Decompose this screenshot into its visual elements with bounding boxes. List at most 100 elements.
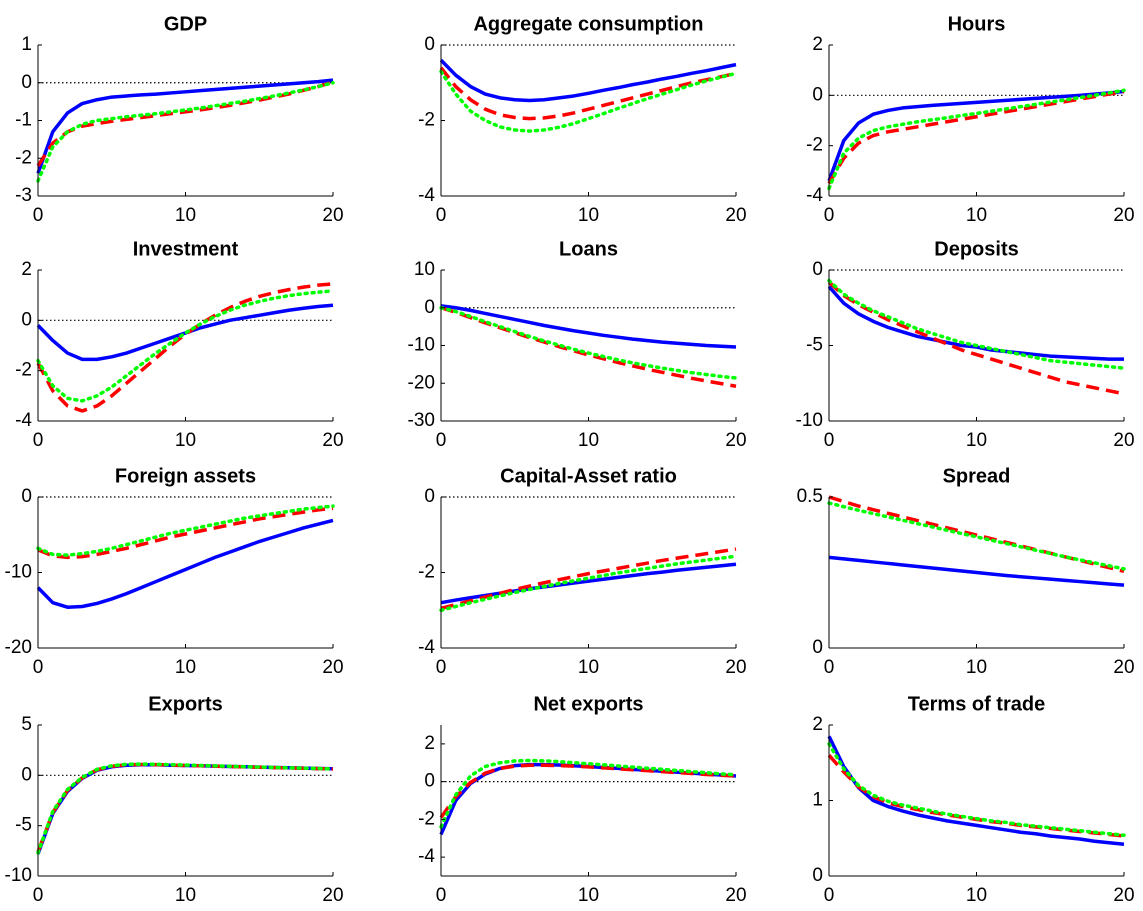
y-tick-label: 0	[21, 486, 32, 507]
x-tick-label: 10	[578, 885, 599, 906]
y-tick-label: -30	[408, 410, 435, 431]
x-tick-label: 0	[436, 885, 447, 906]
x-tick-label: 0	[824, 657, 835, 678]
y-tick-label: -4	[418, 637, 435, 658]
x-tick-label: 10	[578, 657, 599, 678]
series-line	[36, 81, 335, 183]
x-tick-label: 20	[725, 885, 746, 906]
y-tick-label: 0	[812, 637, 823, 658]
series-line	[439, 69, 738, 133]
y-tick-label: -10	[5, 865, 32, 886]
chart-title: Loans	[559, 238, 618, 260]
x-tick-label: 10	[578, 205, 599, 226]
series-line	[827, 89, 1125, 182]
y-tick-label: 2	[812, 714, 823, 735]
x-tick-label: 20	[725, 430, 746, 451]
chart-title: Investment	[133, 238, 239, 260]
series-line	[827, 735, 1125, 847]
x-tick-label: 20	[1113, 205, 1134, 226]
chart-title: Capital-Asset ratio	[500, 465, 677, 487]
y-tick-label: 0	[424, 486, 435, 507]
y-tick-label: -4	[418, 185, 435, 206]
series-line	[36, 78, 334, 174]
series-line	[36, 80, 334, 167]
x-tick-label: 10	[966, 205, 987, 226]
series-line	[439, 306, 738, 380]
series-line	[36, 504, 335, 557]
x-tick-label: 0	[33, 657, 44, 678]
x-tick-label: 20	[1113, 885, 1134, 906]
series-line	[439, 763, 737, 819]
y-tick-label: -2	[15, 147, 32, 168]
y-tick-label: 2	[424, 733, 435, 754]
series-line	[827, 501, 1126, 571]
x-tick-label: 10	[966, 430, 987, 451]
y-tick-label: -2	[806, 135, 823, 156]
y-tick-label: -10	[5, 562, 32, 583]
y-tick-label: 0	[812, 865, 823, 886]
chart-title: Exports	[148, 693, 222, 715]
x-tick-label: 0	[436, 205, 447, 226]
y-tick-label: -4	[806, 185, 823, 206]
series-line	[37, 506, 334, 560]
y-tick-label: 2	[21, 259, 32, 280]
x-tick-label: 20	[1113, 657, 1134, 678]
series-line	[36, 762, 335, 855]
y-tick-label: -20	[408, 372, 435, 393]
x-tick-label: 10	[175, 885, 196, 906]
y-tick-label: -4	[15, 410, 32, 431]
y-tick-label: 0.5	[797, 486, 823, 507]
x-tick-label: 0	[33, 885, 44, 906]
y-tick-label: 0	[424, 297, 435, 318]
y-tick-label: -2	[418, 562, 435, 583]
chart-title: Aggregate consumption	[473, 13, 703, 35]
y-tick-label: 2	[812, 34, 823, 55]
y-tick-label: 10	[414, 259, 435, 280]
x-tick-label: 10	[175, 657, 196, 678]
chart-title: Hours	[948, 13, 1006, 35]
x-tick-label: 0	[436, 657, 447, 678]
y-tick-label: 1	[812, 790, 823, 811]
y-tick-label: -2	[15, 360, 32, 381]
x-tick-label: 0	[824, 430, 835, 451]
y-tick-label: 0	[21, 309, 32, 330]
x-tick-label: 20	[322, 205, 343, 226]
chart-title: GDP	[164, 13, 207, 35]
x-tick-label: 0	[436, 430, 447, 451]
y-tick-label: -2	[418, 808, 435, 829]
x-tick-label: 0	[824, 205, 835, 226]
series-line	[827, 278, 1126, 370]
y-tick-label: 0	[424, 771, 435, 792]
y-tick-label: 0	[424, 34, 435, 55]
x-tick-label: 20	[322, 430, 343, 451]
series-line	[439, 758, 738, 829]
x-tick-label: 20	[725, 205, 746, 226]
series-line	[827, 285, 1124, 361]
x-tick-label: 10	[966, 657, 987, 678]
x-tick-label: 20	[1113, 430, 1134, 451]
x-tick-label: 0	[33, 430, 44, 451]
chart-title: Net exports	[533, 693, 643, 715]
x-tick-label: 10	[966, 885, 987, 906]
y-tick-label: -5	[806, 335, 823, 356]
series-line	[827, 742, 1126, 837]
x-tick-label: 20	[322, 657, 343, 678]
chart-title: Terms of trade	[908, 693, 1045, 715]
series-line	[440, 304, 737, 349]
chart-title: Deposits	[934, 238, 1018, 260]
series-line	[828, 555, 1125, 587]
y-tick-label: -10	[408, 335, 435, 356]
y-tick-label: -10	[796, 410, 823, 431]
series-line	[827, 280, 1125, 396]
y-tick-label: -20	[5, 637, 32, 658]
y-tick-label: -1	[15, 110, 32, 131]
series-line	[36, 282, 334, 413]
series-line	[440, 547, 737, 611]
chart-title: Spread	[943, 465, 1011, 487]
y-tick-label: 0	[21, 72, 32, 93]
y-tick-label: -5	[15, 815, 32, 836]
y-tick-label: 5	[21, 714, 32, 735]
y-tick-label: 1	[21, 34, 32, 55]
series-line	[827, 89, 1125, 185]
